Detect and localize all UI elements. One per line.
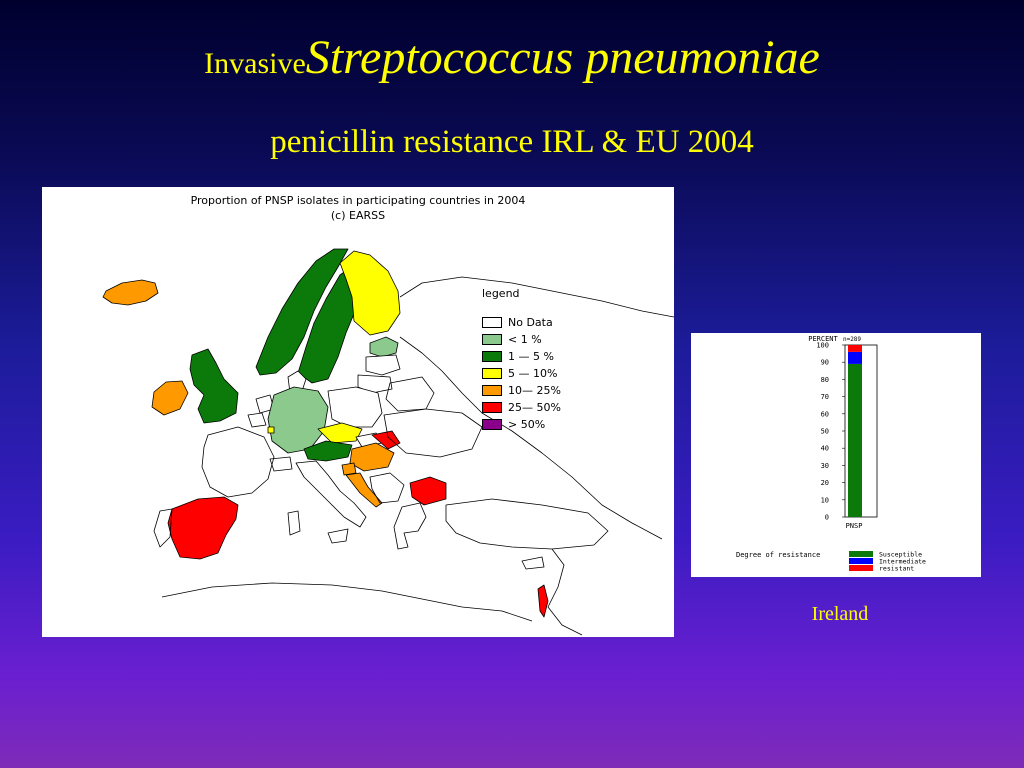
- legend-label: 25— 50%: [508, 401, 561, 414]
- map-region-romania: [371, 430, 401, 450]
- legend-item: < 1 %: [482, 331, 561, 348]
- map-region-norway: [255, 248, 349, 376]
- map-title-line2: (c) EARSS: [330, 209, 386, 222]
- map-outline-portugal: [153, 508, 173, 548]
- y-tick-label: 80: [821, 376, 829, 384]
- legend-swatch: [482, 368, 502, 379]
- legend-swatch: [482, 351, 502, 362]
- resistance-legend-label: Susceptible: [879, 551, 922, 559]
- y-tick-label: 10: [821, 496, 829, 504]
- legend-label: < 1 %: [508, 333, 542, 346]
- map-region-hungary: [349, 442, 395, 472]
- map-region-iceland: [102, 279, 159, 306]
- map-outline-russia-border: [399, 336, 663, 540]
- map-region-estonia: [369, 336, 399, 358]
- y-tick-label: 40: [821, 445, 829, 453]
- title-prefix: Invasive: [204, 47, 306, 80]
- map-region-poland: [327, 386, 383, 428]
- y-tick-label: 90: [821, 359, 829, 367]
- map-region-finland: [339, 250, 401, 336]
- y-axis-label: PERCENT: [808, 335, 838, 343]
- y-tick-label: 70: [821, 393, 829, 401]
- chart-caption: Ireland: [811, 603, 869, 625]
- map-region-spain: [167, 496, 239, 560]
- slide-subtitle: penicillin resistance IRL & EU 2004: [270, 124, 754, 160]
- resistance-bar-chart: PERCENT n=289 0 10 20 30 40 50 60 70 80 90 100 PNSP De…: [736, 335, 926, 573]
- map-region-lithuania: [357, 374, 393, 394]
- map-region-germany: [267, 386, 329, 454]
- map-region-ireland: [151, 380, 189, 416]
- resistance-legend-swatch: [849, 565, 873, 571]
- y-tick-label: 60: [821, 410, 829, 418]
- resistance-legend-label: resistant: [879, 565, 914, 573]
- legend-swatch: [482, 334, 502, 345]
- x-category-label: PNSP: [846, 522, 863, 530]
- legend-item: 25— 50%: [482, 399, 561, 416]
- map-region-belgium: [247, 412, 267, 428]
- legend-item: No Data: [482, 314, 561, 331]
- bar-segment-intermediate: [848, 351, 862, 364]
- legend-label: 5 — 10%: [508, 367, 558, 380]
- y-tick-label: 30: [821, 462, 829, 470]
- map-outline-cyprus: [521, 556, 545, 570]
- map-outline-sicily: [327, 528, 349, 544]
- map-outline-sardinia: [287, 510, 301, 536]
- bar-segment-resistant: [848, 345, 862, 352]
- y-tick-label: 50: [821, 428, 829, 436]
- legend-title: legend: [482, 287, 520, 300]
- map-region-uk: [189, 348, 239, 424]
- map-outline-serbia: [369, 472, 405, 504]
- y-tick-label: 100: [816, 342, 829, 350]
- legend-label: No Data: [508, 316, 553, 329]
- map-legend: legend No Data < 1 % 1 — 5 % 5 — 10% 10— 25%…: [482, 287, 561, 433]
- legend-item: 5 — 10%: [482, 365, 561, 382]
- legend-rows: No Data < 1 % 1 — 5 % 5 — 10% 10— 25% 25— 50%…: [482, 314, 561, 433]
- map-outline-switzerland: [269, 456, 293, 472]
- legend-label: 10— 25%: [508, 384, 561, 397]
- sample-size-label: n=289: [843, 336, 861, 343]
- legend-swatch: [482, 419, 502, 430]
- legend-swatch: [482, 402, 502, 413]
- map-outline-africa: [161, 582, 533, 622]
- map-outline-france: [201, 426, 275, 498]
- y-tick-label: 0: [825, 514, 829, 522]
- map-region-latvia: [365, 354, 401, 376]
- map-region-bulgaria: [409, 476, 447, 506]
- europe-map-panel: Proportion of PNSP isolates in participa…: [42, 187, 674, 637]
- map-outline-italy: [295, 460, 367, 528]
- map-region-czech: [317, 422, 363, 444]
- legend-label: > 50%: [508, 418, 546, 431]
- resistance-legend-swatch: [849, 551, 873, 557]
- map-outline-russia-north: [399, 276, 674, 318]
- legend-item: 1 — 5 %: [482, 348, 561, 365]
- map-outline-ukraine: [383, 408, 483, 458]
- slide-title: InvasiveStreptococcus pneumoniae: [0, 30, 1024, 85]
- europe-map: [102, 248, 674, 636]
- resistance-legend-label: Intermediate: [879, 558, 926, 566]
- map-outline-belarus: [385, 376, 435, 412]
- map-region-luxembourg: [267, 426, 275, 434]
- y-tick-label: 20: [821, 479, 829, 487]
- title-organism: Streptococcus pneumoniae: [305, 31, 820, 84]
- legend-swatch: [482, 385, 502, 396]
- legend-item: > 50%: [482, 416, 561, 433]
- resistance-legend-title: Degree of resistance: [736, 551, 820, 559]
- map-title-line1: Proportion of PNSP isolates in participa…: [190, 194, 526, 207]
- map-region-austria: [303, 440, 353, 462]
- resistance-bar-chart-panel: PERCENT n=289 0 10 20 30 40 50 60 70 80 90 100 PNSP De…: [691, 333, 981, 577]
- legend-swatch: [482, 317, 502, 328]
- map-outline-turkey: [445, 498, 609, 550]
- map-outline-greece: [393, 502, 427, 550]
- map-region-croatia: [345, 472, 383, 508]
- bar-segment-susceptible: [848, 363, 862, 517]
- legend-item: 10— 25%: [482, 382, 561, 399]
- map-title: Proportion of PNSP isolates in participa…: [42, 193, 674, 223]
- legend-label: 1 — 5 %: [508, 350, 554, 363]
- map-region-slovenia: [341, 462, 357, 476]
- resistance-legend-swatch: [849, 558, 873, 564]
- map-region-israel: [537, 584, 549, 618]
- map-outline-mideast: [547, 548, 583, 636]
